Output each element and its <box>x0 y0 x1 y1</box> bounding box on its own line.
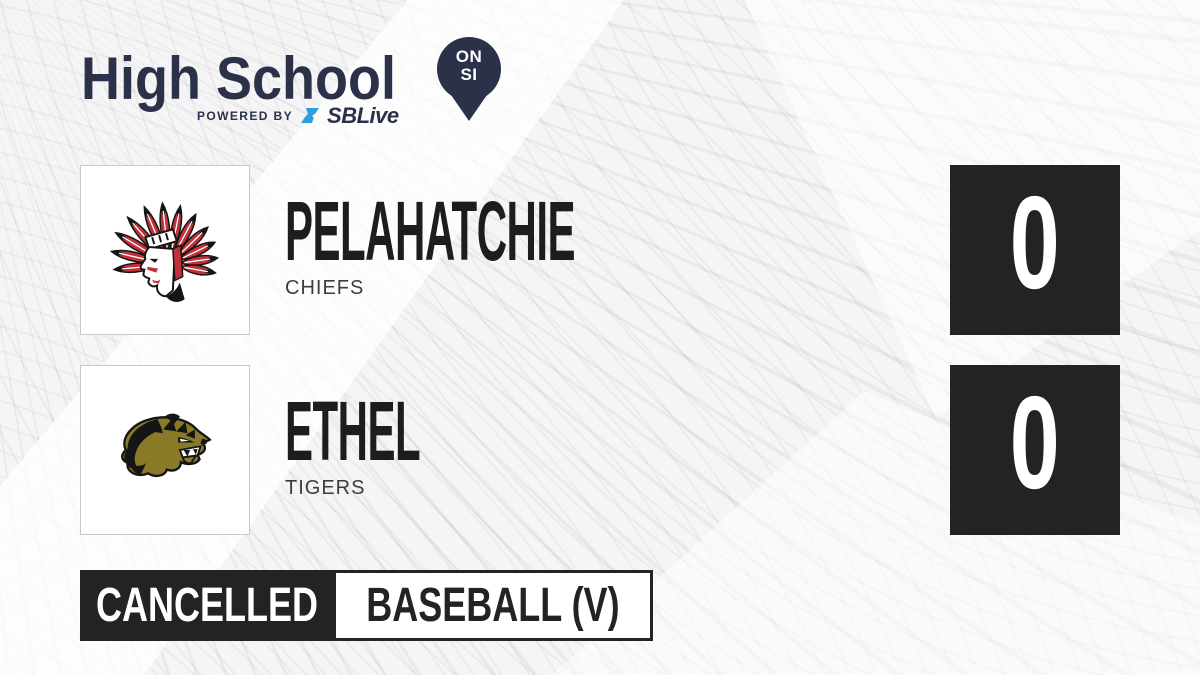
team-row-pelahatchie: PELAHATCHIE CHIEFS 0 <box>0 165 1200 335</box>
sblive-wordmark: SBLive <box>327 103 399 128</box>
score-box-pelahatchie: 0 <box>950 165 1120 335</box>
pin-label-on: ON <box>455 47 483 66</box>
team-name-ethel: ETHEL <box>285 389 555 473</box>
status-badge: CANCELLED <box>80 570 333 641</box>
sblive-bolt-icon <box>301 108 320 123</box>
score-value: 0 <box>1010 169 1060 316</box>
chiefs-mascot-image <box>109 201 220 302</box>
team-name-pelahatchie: PELAHATCHIE <box>285 189 865 273</box>
team-name-text: PELAHATCHIE <box>285 184 576 278</box>
tigers-mascot-image <box>121 413 212 478</box>
footer-badges: CANCELLED BASEBALL (V) <box>0 570 1200 641</box>
chiefs-logo-box <box>80 165 250 335</box>
brand-wordmark-text: High School <box>81 45 396 112</box>
tigers-logo-box <box>80 365 250 535</box>
event-badge: BASEBALL (V) <box>333 570 653 641</box>
map-pin-icon <box>437 37 501 121</box>
powered-by-label: POWERED BY <box>197 109 294 123</box>
score-box-ethel: 0 <box>950 365 1120 535</box>
score-value: 0 <box>1010 369 1060 516</box>
event-badge-label: BASEBALL (V) <box>366 578 620 632</box>
team-mascot-chiefs: CHIEFS <box>285 277 365 299</box>
pin-label: ON SI <box>436 48 502 84</box>
team-name-text: ETHEL <box>285 384 421 478</box>
status-badge-label: CANCELLED <box>95 578 318 632</box>
on-si-pin-icon: ON SI <box>436 36 502 122</box>
team-row-ethel: ETHEL TIGERS 0 <box>0 365 1200 535</box>
pin-label-si: SI <box>460 65 478 84</box>
team-mascot-tigers: TIGERS <box>285 477 366 499</box>
powered-by-row: POWERED BY SBLive <box>197 103 399 128</box>
brand-wordmark: High School <box>81 44 431 113</box>
